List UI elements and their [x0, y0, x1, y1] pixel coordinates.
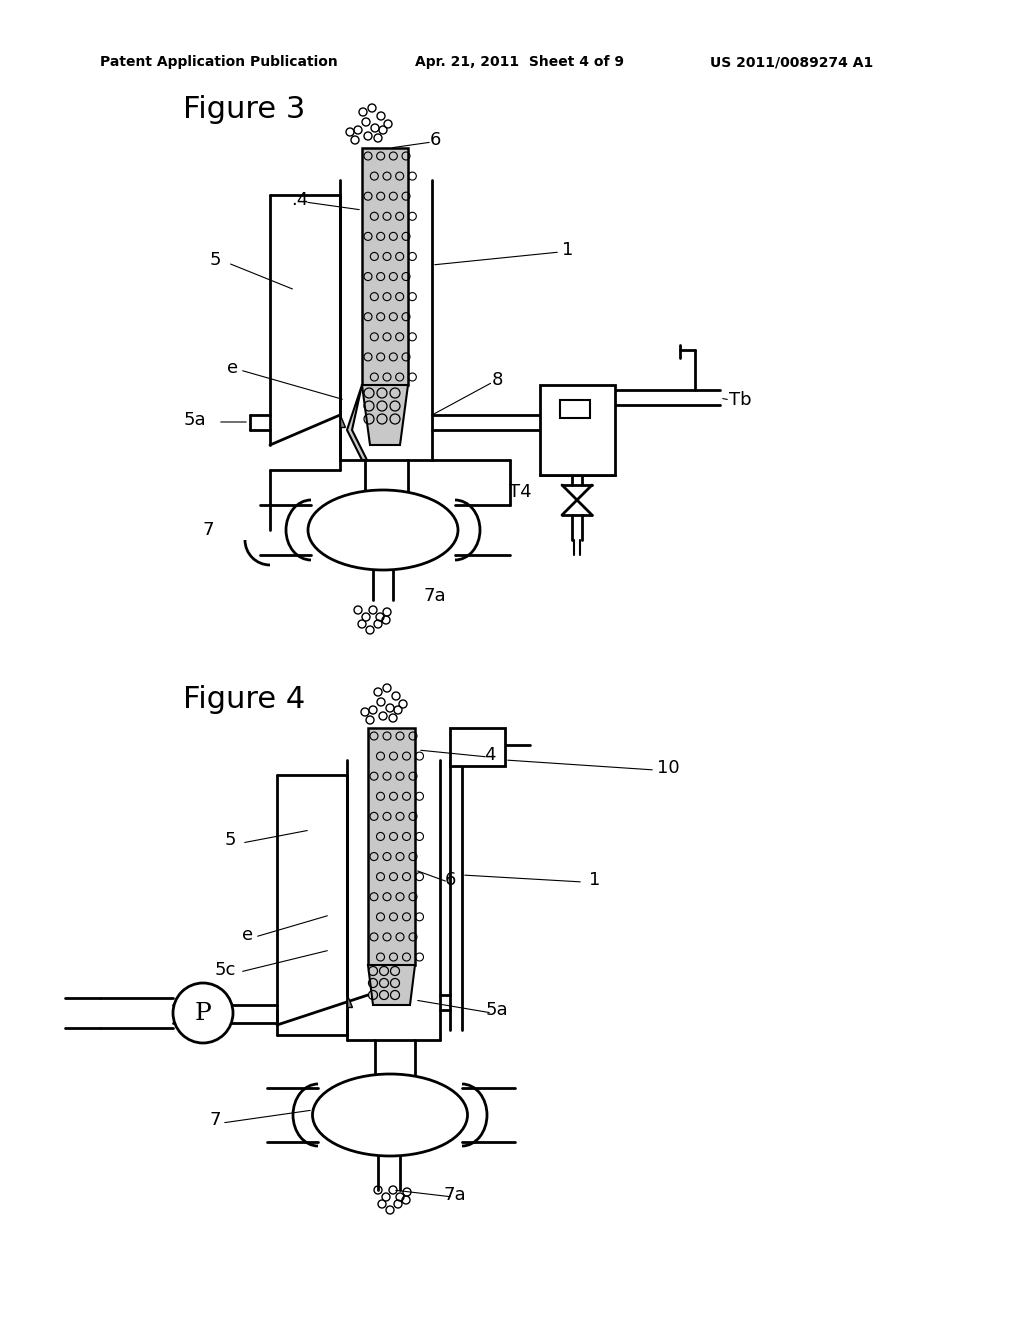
Text: 7: 7 — [203, 521, 214, 539]
Text: 6: 6 — [444, 871, 456, 888]
Ellipse shape — [312, 1074, 468, 1156]
Text: 7a: 7a — [443, 1185, 466, 1204]
Text: 7a: 7a — [424, 587, 446, 605]
Polygon shape — [340, 414, 345, 426]
Text: 5: 5 — [209, 251, 221, 269]
Text: 7: 7 — [209, 1111, 221, 1129]
Text: US 2011/0089274 A1: US 2011/0089274 A1 — [710, 55, 873, 69]
Text: Figure 3: Figure 3 — [183, 95, 305, 124]
Text: 8: 8 — [492, 371, 503, 389]
Text: Apr. 21, 2011  Sheet 4 of 9: Apr. 21, 2011 Sheet 4 of 9 — [415, 55, 624, 69]
Polygon shape — [347, 385, 367, 459]
Bar — [560, 400, 590, 418]
Text: 1: 1 — [562, 242, 573, 259]
Text: T4: T4 — [509, 483, 531, 502]
Bar — [450, 729, 505, 766]
Circle shape — [173, 983, 233, 1043]
Polygon shape — [368, 965, 415, 1005]
Bar — [540, 385, 615, 475]
Text: Tb: Tb — [729, 391, 752, 409]
Text: e: e — [227, 359, 239, 378]
Bar — [368, 729, 415, 965]
Text: 6: 6 — [429, 131, 440, 149]
Text: e: e — [243, 927, 254, 944]
Text: 1: 1 — [590, 871, 601, 888]
Text: 5a: 5a — [183, 411, 206, 429]
Text: 4: 4 — [484, 746, 496, 764]
Text: 5a: 5a — [485, 1001, 508, 1019]
Bar — [362, 148, 408, 385]
Text: 10: 10 — [656, 759, 679, 777]
Polygon shape — [362, 385, 408, 445]
Text: Patent Application Publication: Patent Application Publication — [100, 55, 338, 69]
Text: 5: 5 — [224, 832, 236, 849]
Text: 5c: 5c — [214, 961, 236, 979]
Text: Figure 4: Figure 4 — [183, 685, 305, 714]
Text: P: P — [195, 1002, 211, 1024]
Polygon shape — [347, 995, 352, 1007]
Ellipse shape — [308, 490, 458, 570]
Text: .4: .4 — [292, 191, 308, 209]
